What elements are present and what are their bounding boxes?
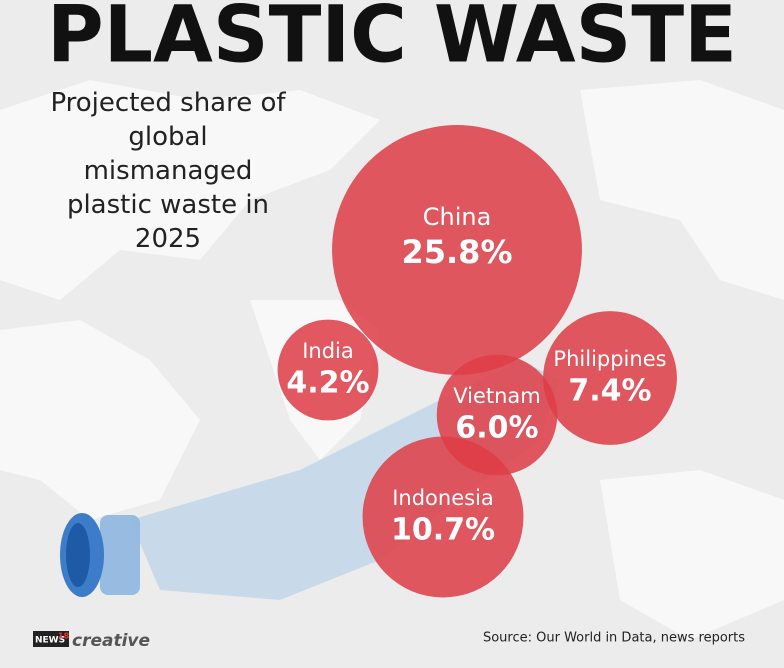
logo-text: NEWS	[35, 636, 65, 646]
value-label: 4.2%	[286, 366, 369, 401]
bubble	[362, 436, 524, 598]
category-label: China	[423, 203, 492, 231]
category-label: Indonesia	[392, 486, 494, 510]
value-label: 6.0%	[455, 411, 538, 446]
chart-title: PLASTIC WASTE	[47, 0, 737, 80]
value-label: 7.4%	[568, 374, 651, 409]
bubble	[332, 125, 582, 375]
source-note: Source: Our World in Data, news reports	[483, 631, 745, 646]
category-label: India	[302, 339, 354, 363]
value-label: 10.7%	[391, 513, 495, 548]
map-background	[0, 80, 784, 640]
category-label: Vietnam	[453, 384, 541, 408]
value-label: 25.8%	[401, 233, 512, 271]
logo-text: creative	[72, 631, 150, 651]
logo-box	[33, 631, 69, 647]
logo-text: 18	[58, 632, 70, 641]
bubble	[277, 319, 379, 421]
category-label: Philippines	[553, 347, 666, 371]
bubble	[543, 311, 677, 445]
subtitle: Projected share of global mismanaged pla…	[50, 88, 286, 254]
